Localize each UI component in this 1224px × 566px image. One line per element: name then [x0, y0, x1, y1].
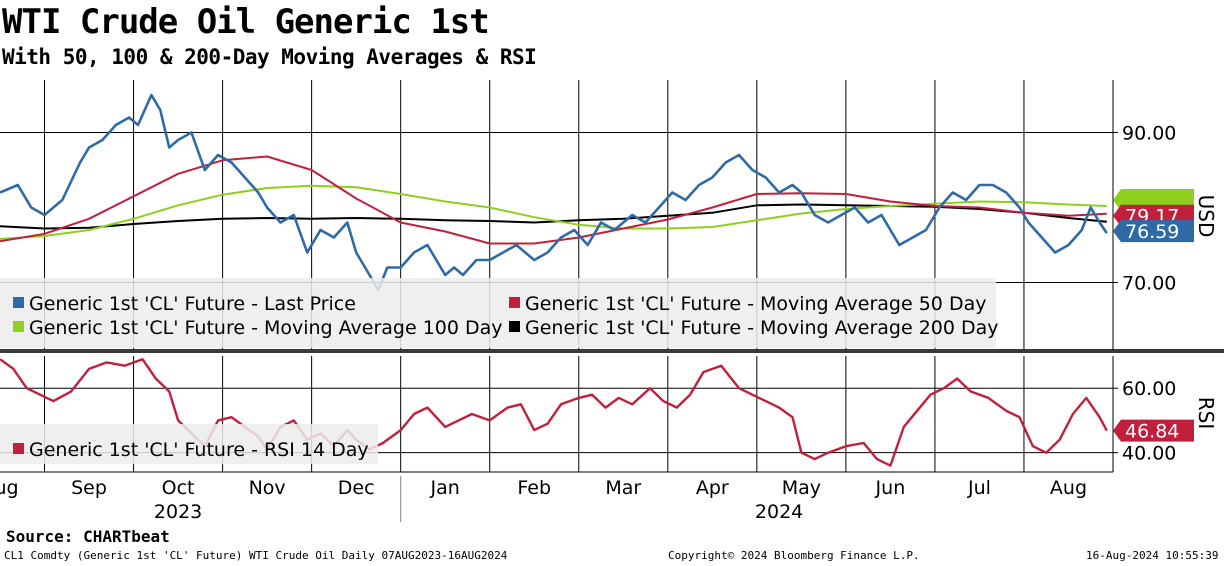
xtick-month: Dec — [338, 477, 375, 499]
legend-entry: Generic 1st 'CL' Future - Moving Average… — [525, 317, 999, 339]
xtick-month: May — [782, 477, 821, 499]
legend-swatch — [13, 443, 24, 454]
xtick-month: Nov — [249, 477, 286, 499]
panel-separator — [0, 349, 1224, 353]
price-series-line — [0, 184, 1107, 240]
price-panel-lines — [0, 93, 1108, 292]
year-label: 2023 — [154, 501, 202, 523]
legend-swatch — [13, 297, 24, 308]
xtick-month: Oct — [162, 477, 195, 499]
legend-box — [0, 278, 996, 348]
source-note: Source: CHARTbeat — [6, 527, 170, 546]
rsi-legend: Generic 1st 'CL' Future - RSI 14 Day — [0, 424, 378, 464]
axes — [0, 80, 1224, 522]
footer-copyright: Copyright© 2024 Bloomberg Finance L.P. — [668, 549, 920, 562]
xtick-month: Jun — [875, 477, 906, 499]
last-value-text: 46.84 — [1125, 421, 1179, 443]
rsi-axis-title: RSI — [1194, 397, 1218, 430]
ytick-label: 90.00 — [1122, 123, 1176, 145]
chart-title: WTI Crude Oil Generic 1st — [2, 2, 490, 42]
footer-timestamp: 16-Aug-2024 10:55:39 — [1086, 549, 1219, 562]
legend-swatch — [13, 321, 24, 332]
last-value-tag — [1113, 419, 1194, 442]
legend-swatch — [509, 297, 520, 308]
axis-labels: 70.00 90.00 40.00 60.00 USD RSI Aug Sep Oct Nov De… — [0, 123, 1218, 524]
xtick-month: Aug — [1050, 477, 1087, 499]
chart-subtitle: With 50, 100 & 200-Day Moving Averages &… — [2, 45, 537, 69]
price-legend: Generic 1st 'CL' Future - Last Price Gene… — [0, 278, 999, 348]
xtick-month: Sep — [71, 477, 107, 499]
legend-entry: Generic 1st 'CL' Future - Last Price — [29, 293, 356, 315]
price-series-line — [0, 93, 1108, 292]
price-axis-title: USD — [1194, 195, 1218, 238]
ytick-label: 40.00 — [1122, 443, 1176, 465]
xtick-month: Aug — [0, 477, 19, 499]
xtick-month: Jan — [430, 477, 460, 499]
legend-entry: Generic 1st 'CL' Future - Moving Average… — [29, 317, 503, 339]
footer-left: CL1 Comdty (Generic 1st 'CL' Future) WTI… — [4, 549, 508, 562]
legend-entry: Generic 1st 'CL' Future - Moving Average… — [525, 293, 986, 315]
xtick-month: Apr — [696, 477, 729, 499]
ytick-label: 70.00 — [1122, 273, 1176, 295]
last-value-text: 76.59 — [1125, 221, 1179, 243]
xtick-month: Jul — [967, 477, 991, 499]
xtick-month: Mar — [605, 477, 641, 499]
year-label: 2024 — [755, 501, 803, 523]
last-value-tag — [1113, 220, 1194, 243]
legend-entry: Generic 1st 'CL' Future - RSI 14 Day — [29, 439, 369, 461]
ytick-label: 60.00 — [1122, 378, 1176, 400]
legend-box — [0, 424, 378, 464]
xtick-month: Feb — [517, 477, 551, 499]
legend-swatch — [509, 321, 520, 332]
price-series-line — [0, 155, 1107, 245]
